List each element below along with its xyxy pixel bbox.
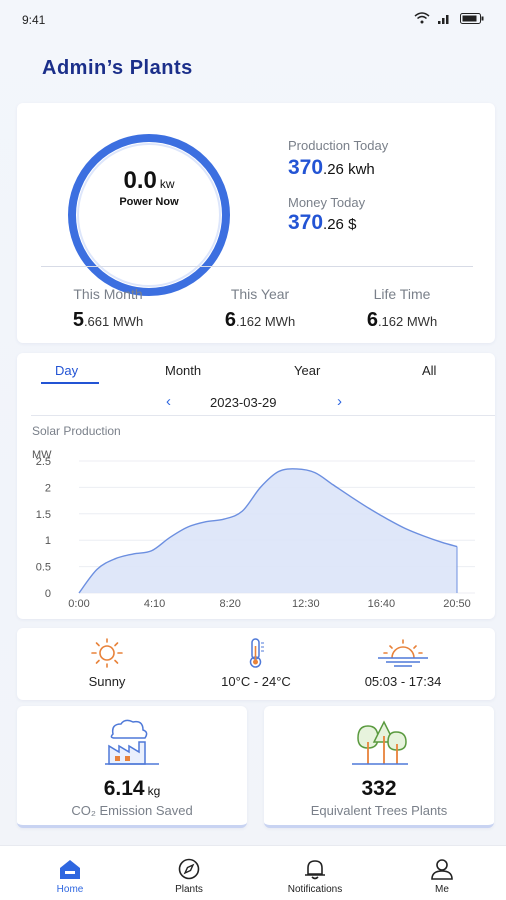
co2-unit: kg xyxy=(147,784,161,798)
period-value-int: 6 xyxy=(224,309,236,331)
nav-notifications-label: Notifications xyxy=(287,884,343,895)
period-value-dec: .661 MWh xyxy=(83,314,144,329)
chart-title: Solar Production xyxy=(32,424,121,438)
nav-me-label: Me xyxy=(435,884,449,895)
chart-divider xyxy=(31,415,495,416)
period-value-int: 6 xyxy=(366,309,378,331)
person-icon xyxy=(431,859,453,880)
period-value: 6.162 MWh xyxy=(190,309,330,332)
y-axis-label: MW xyxy=(32,449,52,461)
status-time: 9:41 xyxy=(22,13,46,27)
status-bar: 9:41 xyxy=(0,0,506,40)
co2-number: 6.14 xyxy=(103,777,145,800)
period-this-year: This Year 6.162 MWh xyxy=(190,286,330,332)
weather-sun-times: 05:03 - 17:34 xyxy=(343,638,463,689)
bottom-nav: Home Plants Notifications Me xyxy=(0,845,506,900)
nav-home-label: Home xyxy=(56,884,84,895)
period-this-month: This Month 5.661 MWh xyxy=(38,286,178,332)
trees-icon xyxy=(352,720,408,765)
power-gauge-ring xyxy=(68,134,230,296)
thermometer-icon xyxy=(249,638,264,668)
sunrise-icon xyxy=(378,639,428,667)
tab-day[interactable]: Day xyxy=(55,363,79,378)
battery-icon xyxy=(460,12,484,24)
tab-active-underline xyxy=(41,382,99,384)
chevron-left-icon[interactable]: ‹ xyxy=(166,393,171,410)
weather-condition: Sunny xyxy=(47,638,167,689)
production-chart-card: Day Month Year All ‹ 2023-03-29 › Solar … xyxy=(17,353,495,619)
x-tick-label: 20:50 xyxy=(443,598,471,610)
solar-production-chart: MW 0 0.5 1 1.5 2 2.5 0:00 4:10 8:20 12:30 16:40 20:5… xyxy=(32,449,475,610)
power-now-unit: kw xyxy=(159,177,175,191)
selected-date: 2023-03-29 xyxy=(210,395,277,410)
production-today-dec: .26 kwh xyxy=(323,161,375,178)
tab-year[interactable]: Year xyxy=(294,363,321,378)
period-value: 6.162 MWh xyxy=(332,309,472,332)
trees-value: 332 xyxy=(361,777,397,800)
money-today-int: 370 xyxy=(288,211,324,234)
period-value-dec: .162 MWh xyxy=(235,314,296,329)
nav-notifications[interactable]: Notifications xyxy=(270,858,360,895)
money-today-dec: .26 $ xyxy=(323,216,357,233)
money-today-label: Money Today xyxy=(288,195,366,210)
x-tick-label: 0:00 xyxy=(68,598,89,610)
period-life-time: Life Time 6.162 MWh xyxy=(332,286,472,332)
period-label: This Month xyxy=(73,286,143,302)
bell-icon xyxy=(305,860,325,880)
production-today-int: 370 xyxy=(288,156,324,179)
weather-card: Sunny 10°C - 24°C 05:03 - 17:34 xyxy=(17,628,495,700)
trees-card: 332 Equivalent Trees Plants xyxy=(264,706,494,828)
date-selector: ‹ 2023-03-29 › xyxy=(17,393,495,411)
production-today-label: Production Today xyxy=(288,138,389,153)
period-value: 5.661 MWh xyxy=(38,309,178,332)
x-tick-label: 16:40 xyxy=(368,598,396,610)
y-tick-label: 2.5 xyxy=(36,456,51,468)
x-tick-label: 4:10 xyxy=(144,598,165,610)
weather-condition-text: Sunny xyxy=(88,674,126,689)
chevron-right-icon[interactable]: › xyxy=(337,393,342,410)
power-now-value: 0.0 kw xyxy=(65,167,233,195)
signal-icon xyxy=(438,14,449,24)
period-value-int: 5 xyxy=(72,309,84,331)
weather-temperature-text: 10°C - 24°C xyxy=(221,674,291,689)
weather-sun-times-text: 05:03 - 17:34 xyxy=(364,674,442,689)
production-today-value: 370.26 kwh xyxy=(288,156,375,180)
home-icon xyxy=(60,860,80,879)
period-label: This Year xyxy=(230,286,290,302)
nav-plants[interactable]: Plants xyxy=(144,858,234,895)
wifi-icon xyxy=(414,12,430,24)
production-area-fill xyxy=(79,468,457,593)
money-today-value: 370.26 $ xyxy=(288,211,356,235)
tab-month[interactable]: Month xyxy=(165,363,202,378)
y-tick-label: 2 xyxy=(45,482,51,494)
production-series-line xyxy=(78,468,458,594)
summary-divider xyxy=(41,266,473,267)
period-label: Life Time xyxy=(373,286,431,302)
tab-all[interactable]: All xyxy=(422,363,437,378)
co2-value: 6.14 kg xyxy=(17,777,247,801)
trees-label: Equivalent Trees Plants xyxy=(310,803,448,818)
page-title: Admin’s Plants xyxy=(42,57,193,79)
power-now-number: 0.0 xyxy=(123,167,157,194)
weather-temperature: 10°C - 24°C xyxy=(196,638,316,689)
co2-label: CO₂ Emission Saved xyxy=(71,803,193,818)
summary-card: 0.0 kw Power Now Production Today 370.26 … xyxy=(17,103,495,343)
y-tick-label: 1.5 xyxy=(36,509,51,521)
y-tick-label: 0.5 xyxy=(36,562,51,574)
sun-icon xyxy=(91,638,123,668)
power-now-label: Power Now xyxy=(119,196,179,208)
y-tick-label: 1 xyxy=(45,535,51,547)
x-tick-label: 12:30 xyxy=(292,598,320,610)
period-value-dec: .162 MWh xyxy=(377,314,438,329)
nav-plants-label: Plants xyxy=(175,884,203,895)
nav-me[interactable]: Me xyxy=(397,858,487,895)
y-tick-label: 0 xyxy=(45,588,51,600)
x-tick-label: 8:20 xyxy=(219,598,240,610)
compass-icon xyxy=(178,858,200,880)
status-icons xyxy=(414,12,484,24)
nav-home[interactable]: Home xyxy=(25,858,115,895)
co2-card: 6.14 kg CO₂ Emission Saved xyxy=(17,706,247,828)
factory-cloud-icon xyxy=(105,719,159,765)
